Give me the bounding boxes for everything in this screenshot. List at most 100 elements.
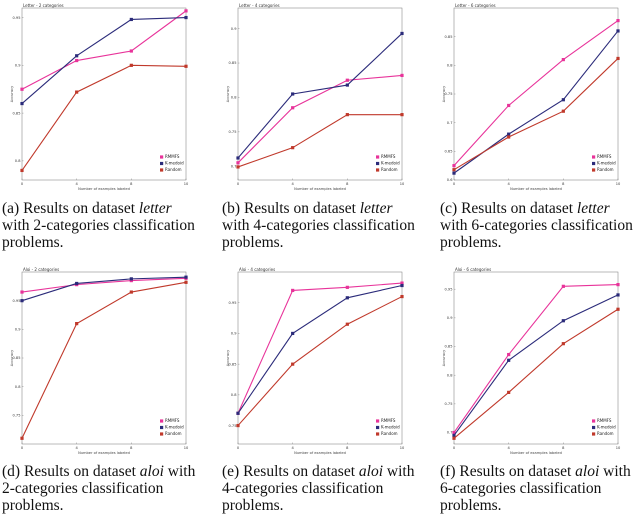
data-point-random xyxy=(291,362,295,366)
x-tick-label: 8 xyxy=(130,182,133,186)
caption-e-dataset: aloi xyxy=(358,463,384,480)
chart-panel-e: Aloi - 4 categories 0.75 0.8 0.85 0.9 0.95 0 4 8… xyxy=(224,266,416,456)
legend-label: RMMFS xyxy=(597,154,612,159)
y-tick-label: 0.85 xyxy=(228,362,236,366)
y-tick-label: 0.7 xyxy=(447,431,453,435)
data-point-random xyxy=(616,307,620,311)
data-point-random xyxy=(616,56,620,61)
data-point-k-medoid xyxy=(236,156,240,160)
y-tick-label: 0.65 xyxy=(444,150,452,154)
data-point-random xyxy=(20,168,24,173)
caption-a-pre: (a) Results on dataset xyxy=(2,200,139,217)
y-tick-label: 0.95 xyxy=(12,16,20,20)
legend-label: K-medoid xyxy=(165,161,184,166)
x-tick-label: 0 xyxy=(453,446,456,450)
legend-swatch xyxy=(376,161,380,166)
y-tick-label: 0.9 xyxy=(231,27,237,31)
x-axis-label: Number of examples labeled xyxy=(294,187,346,191)
data-point-k-medoid xyxy=(400,31,404,36)
x-tick-label: 0 xyxy=(21,182,24,186)
legend-swatch xyxy=(160,419,164,423)
data-point-random xyxy=(291,146,295,150)
x-tick-label: 8 xyxy=(130,446,133,450)
data-point-k-medoid xyxy=(452,171,456,175)
chart-title: Aloi - 6 categories xyxy=(455,267,491,272)
legend-label: Random xyxy=(597,431,614,436)
x-tick-label: 8 xyxy=(346,446,349,450)
y-tick-label: 0.75 xyxy=(228,130,236,134)
data-point-rmmfs xyxy=(345,285,349,289)
data-point-k-medoid xyxy=(507,132,511,136)
legend-label: K-medoid xyxy=(381,161,400,166)
x-tick-label: 10 xyxy=(400,182,405,186)
caption-c-post: with 6-categories classification problem… xyxy=(440,217,633,251)
legend-label: RMMFS xyxy=(381,418,396,423)
legend-swatch xyxy=(376,155,380,159)
data-point-rmmfs xyxy=(452,430,456,435)
chart-title: Aloi - 4 categories xyxy=(239,267,275,272)
data-point-rmmfs xyxy=(400,281,404,285)
plot-frame xyxy=(453,7,619,181)
caption-f-dataset: aloi xyxy=(575,463,600,480)
x-tick-label: 8 xyxy=(562,446,565,450)
x-tick-label: 4 xyxy=(292,182,295,186)
data-point-k-medoid xyxy=(561,319,565,323)
y-tick-label: 0.75 xyxy=(444,92,452,96)
caption-c-pre: (c) Results on dataset xyxy=(440,200,577,217)
data-point-random xyxy=(20,436,24,440)
y-axis-label: Accuracy xyxy=(226,349,230,366)
legend-label: RMMFS xyxy=(597,418,612,423)
chart-panel-a: Letter - 2 categories 0.8 0.85 0.9 0.95 0 4 8 10… xyxy=(8,2,200,192)
x-tick-label: 8 xyxy=(562,182,565,186)
data-point-random xyxy=(236,423,240,428)
y-tick-label: 0.9 xyxy=(15,64,21,68)
series-line-k-medoid xyxy=(453,294,619,436)
series-line-random xyxy=(237,114,402,168)
caption-f-pre: (f) Results on dataset xyxy=(440,463,576,480)
caption-d-pre: (d) Results on dataset xyxy=(2,463,140,480)
y-tick-label: 0.85 xyxy=(444,35,452,39)
data-point-random xyxy=(400,113,404,117)
series-line-rmmfs xyxy=(237,74,403,164)
y-tick-label: 0.9 xyxy=(15,328,21,332)
caption-b-post: with 4-categories classification problem… xyxy=(222,217,415,251)
y-tick-label: 0.85 xyxy=(12,111,20,115)
data-point-k-medoid xyxy=(616,29,620,33)
data-point-random xyxy=(184,280,188,284)
data-point-rmmfs xyxy=(452,164,456,168)
x-tick-label: 10 xyxy=(184,182,189,186)
x-tick-label: 10 xyxy=(400,446,405,450)
y-axis-label: Accuracy xyxy=(10,85,14,102)
data-point-random xyxy=(129,63,133,67)
data-point-rmmfs xyxy=(291,288,295,293)
y-tick-label: 0.75 xyxy=(444,402,452,406)
data-point-k-medoid xyxy=(184,15,188,20)
legend-swatch xyxy=(160,168,164,172)
chart-panel-d: Aloi - 2 categories 0.75 0.8 0.85 0.9 0.95 0 4 8… xyxy=(8,266,200,456)
data-point-random xyxy=(75,322,79,326)
legend-swatch xyxy=(592,155,596,159)
data-point-k-medoid xyxy=(75,54,79,58)
legend-label: Random xyxy=(165,431,182,436)
legend-label: K-medoid xyxy=(381,425,400,430)
legend-swatch xyxy=(376,168,380,172)
data-point-rmmfs xyxy=(236,161,240,165)
x-tick-label: 8 xyxy=(346,182,349,186)
caption-d-post: with 2-categories classification problem… xyxy=(2,463,196,514)
data-point-k-medoid xyxy=(616,293,620,297)
chart-panel-b: Letter - 4 categories 0.7 0.75 0.8 0.85 0.9 0 4… xyxy=(224,2,416,192)
legend-swatch xyxy=(376,432,380,436)
legend-label: K-medoid xyxy=(165,425,184,430)
data-point-k-medoid xyxy=(20,299,24,303)
x-axis-label: Number of examples labeled xyxy=(294,451,346,455)
data-point-random xyxy=(561,342,565,346)
caption-a-post: with 2-categories classification problem… xyxy=(2,217,195,251)
legend-swatch xyxy=(160,155,164,159)
series-line-k-medoid xyxy=(21,17,187,104)
caption-d: (d) Results on dataset aloi with 2-categ… xyxy=(2,463,208,514)
caption-f-post: with 6-categories classification problem… xyxy=(440,463,631,514)
chart-panel-f: Aloi - 6 categories 0.7 0.75 0.8 0.85 0.9 0.95… xyxy=(440,266,632,456)
y-tick-label: 0.9 xyxy=(231,332,237,336)
data-point-random xyxy=(507,135,511,139)
y-tick-label: 0.8 xyxy=(231,96,237,100)
